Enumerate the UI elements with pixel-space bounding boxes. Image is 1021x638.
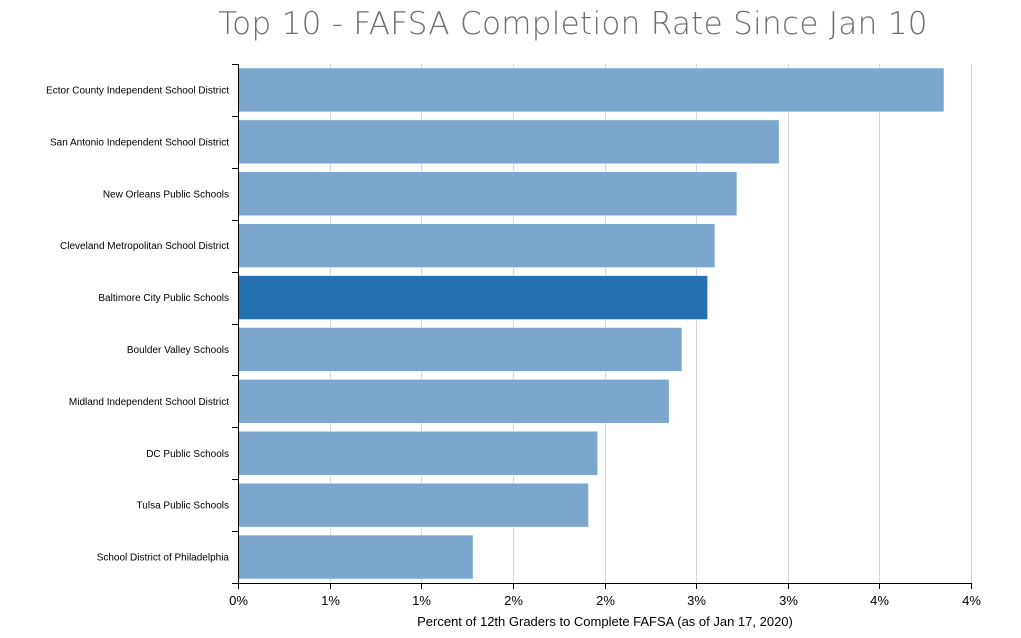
category-label: Ector County Independent School District xyxy=(46,85,229,96)
bar xyxy=(238,482,589,528)
chart-title: Top 10 - FAFSA Completion Rate Since Jan… xyxy=(218,6,928,42)
x-tick-label: 1% xyxy=(412,593,431,608)
category-label: San Antonio Independent School District xyxy=(50,137,229,148)
x-tick-label: 1% xyxy=(321,593,340,608)
bar xyxy=(238,171,738,216)
bar xyxy=(238,275,708,320)
category-label: Boulder Valley Schools xyxy=(127,345,229,356)
x-tick-label: 0% xyxy=(229,593,248,608)
x-tick-label: 2% xyxy=(504,593,523,608)
category-label: School District of Philadelphia xyxy=(97,553,230,564)
bar xyxy=(238,534,474,580)
axes: Ector County Independent School District… xyxy=(46,64,981,608)
x-tick-label: 4% xyxy=(870,593,889,608)
bar xyxy=(238,327,683,372)
bar xyxy=(238,431,598,476)
bar xyxy=(238,67,945,113)
x-axis-title: Percent of 12th Graders to Complete FAFS… xyxy=(417,614,793,629)
bars xyxy=(238,67,945,580)
category-label: Tulsa Public Schools xyxy=(137,501,229,512)
category-label: New Orleans Public Schools xyxy=(103,189,229,200)
category-label: Cleveland Metropolitan School District xyxy=(60,241,229,252)
x-tick-label: 3% xyxy=(687,593,706,608)
category-label: DC Public Schools xyxy=(146,449,229,460)
x-tick-label: 3% xyxy=(779,593,798,608)
x-tick-label: 4% xyxy=(962,593,981,608)
category-label: Midland Independent School District xyxy=(69,397,229,408)
bar xyxy=(238,379,670,424)
category-label: Baltimore City Public Schools xyxy=(98,293,229,304)
bar xyxy=(238,223,716,268)
x-tick-label: 2% xyxy=(596,593,615,608)
bar xyxy=(238,119,780,165)
